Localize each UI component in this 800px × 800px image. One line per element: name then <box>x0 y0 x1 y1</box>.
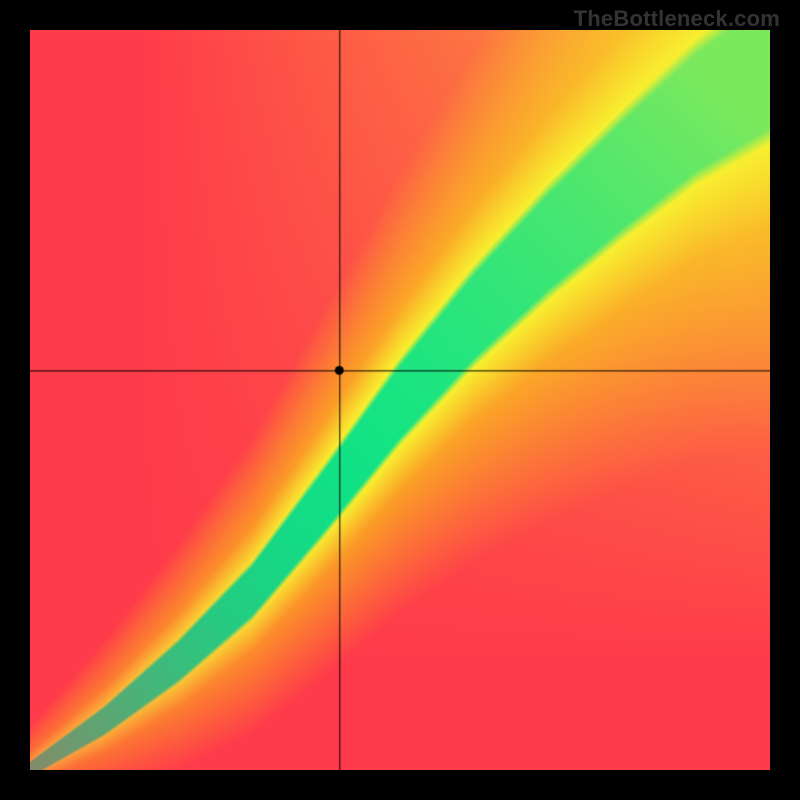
heatmap-plot <box>30 30 770 770</box>
watermark-text: TheBottleneck.com <box>574 6 780 32</box>
chart-container: TheBottleneck.com <box>0 0 800 800</box>
heatmap-canvas <box>30 30 770 770</box>
